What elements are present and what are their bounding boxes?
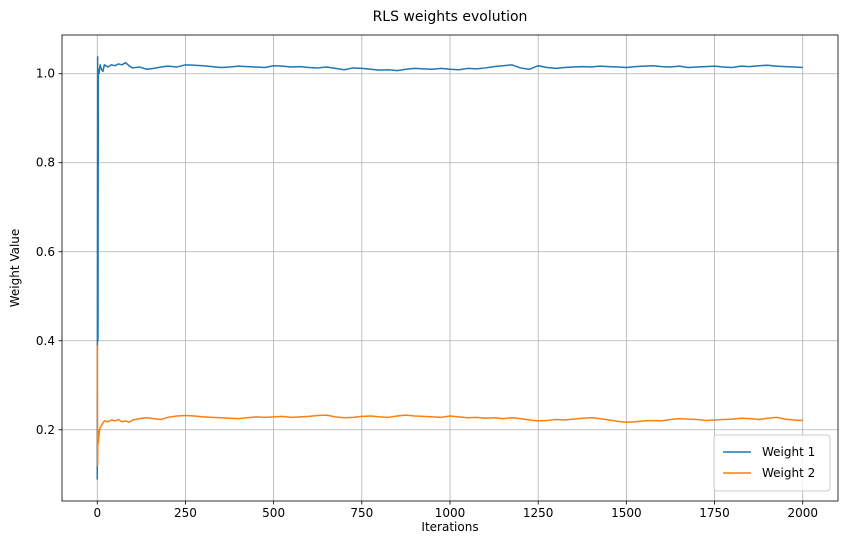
series-line-weight-1 — [96, 56, 803, 480]
chart-title: RLS weights evolution — [373, 9, 528, 25]
y-tick-label: 1.0 — [36, 67, 55, 81]
legend-label-weight-2: Weight 2 — [762, 466, 815, 480]
series-line-weight-2 — [96, 345, 803, 467]
y-axis-label: Weight Value — [8, 229, 22, 308]
y-tick-label: 0.4 — [36, 334, 55, 348]
legend-label-weight-1: Weight 1 — [762, 445, 815, 459]
x-tick-label: 750 — [350, 506, 373, 520]
x-axis-label: Iterations — [421, 520, 478, 534]
x-tick-label: 2000 — [787, 506, 818, 520]
y-tick-label: 0.6 — [36, 245, 55, 259]
y-axis-ticks: 0.2 0.4 0.6 0.8 1.0 — [36, 67, 62, 437]
y-tick-label: 0.2 — [36, 423, 55, 437]
grid-lines — [62, 35, 838, 501]
x-tick-label: 0 — [93, 506, 101, 520]
x-tick-label: 1750 — [699, 506, 730, 520]
x-tick-label: 1250 — [523, 506, 554, 520]
x-tick-label: 500 — [262, 506, 285, 520]
x-tick-label: 1000 — [435, 506, 466, 520]
series-layer — [96, 56, 803, 480]
x-tick-label: 1500 — [611, 506, 642, 520]
y-tick-label: 0.8 — [36, 156, 55, 170]
x-axis-ticks: 0 250 500 750 1000 1250 1500 1750 2000 — [93, 501, 818, 520]
legend: Weight 1 Weight 2 — [713, 434, 831, 492]
legend-box — [713, 434, 831, 492]
x-tick-label: 250 — [174, 506, 197, 520]
